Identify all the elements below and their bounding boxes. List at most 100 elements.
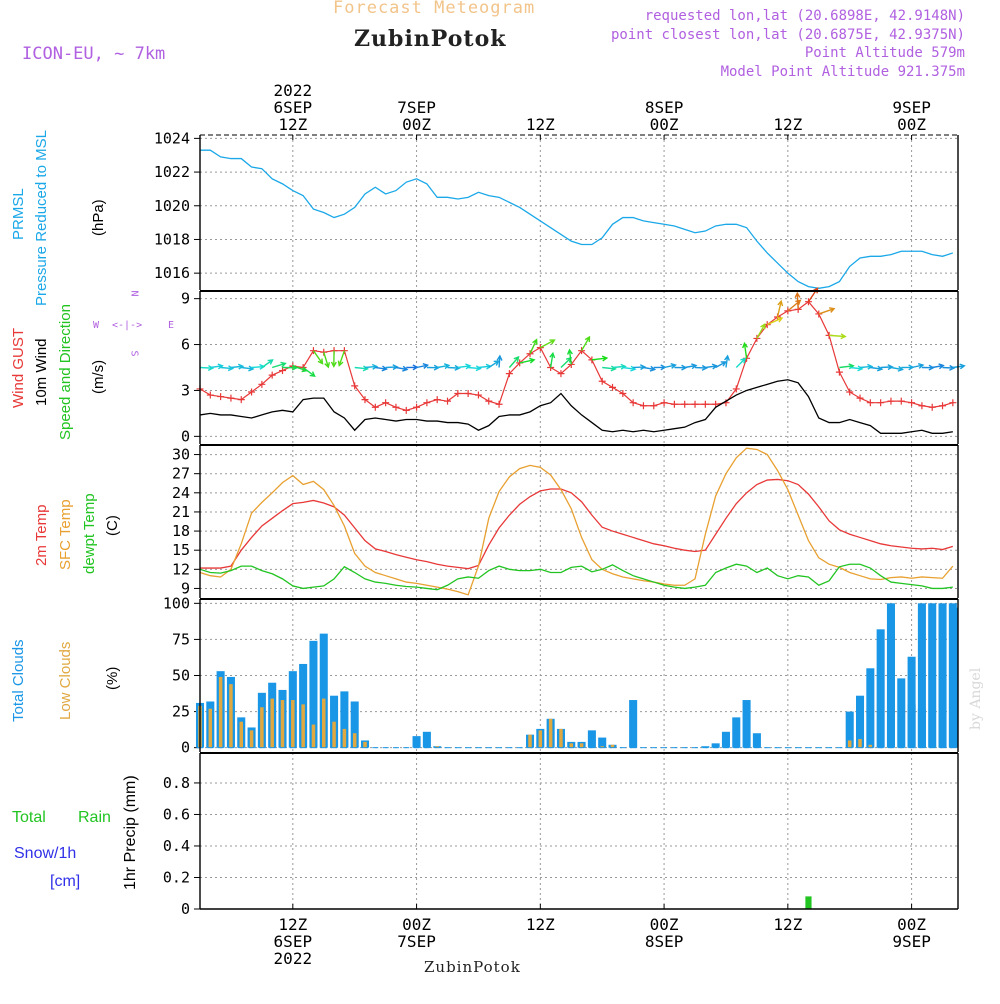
bottom-time-label: 9SEP — [892, 932, 931, 951]
temp-ytick-label: 9 — [181, 579, 190, 597]
snow-unit-label: [cm] — [50, 873, 81, 890]
wind-direction-arrow — [870, 365, 884, 372]
wind-unit: (m/s) — [90, 359, 107, 394]
wind-direction-arrow — [302, 366, 316, 378]
wind-gust-marker — [939, 402, 947, 410]
wind-direction-arrow — [375, 365, 388, 372]
total-cloud-bar — [938, 603, 947, 748]
wind-direction-arrow — [890, 365, 904, 372]
low-cloud-bar — [579, 743, 584, 748]
total-cloud-bar — [350, 701, 359, 748]
top-time-label: 9SEP — [892, 98, 931, 117]
wind-direction-arrow — [230, 363, 245, 370]
wind-direction-arrow — [323, 351, 331, 369]
wind-direction-arrow — [416, 363, 430, 369]
precip-ytick-label: 0.4 — [163, 837, 190, 855]
low-cloud-bar — [291, 700, 295, 748]
wind-gust-label: Wind GUST — [10, 327, 27, 408]
closest-coords: point closest lon,lat (20.6875E, 42.9375… — [610, 27, 965, 43]
total-cloud-bar — [598, 737, 607, 748]
wind-direction-arrow — [674, 364, 688, 371]
temp-ytick-label: 27 — [172, 465, 190, 483]
wind-direction-arrow — [364, 363, 379, 370]
temp-unit: (C) — [104, 515, 121, 536]
pressure-ytick-label: 1024 — [154, 129, 190, 147]
wind-gust-marker — [598, 377, 606, 385]
wind-gust-marker — [309, 347, 317, 355]
wind-direction-arrow — [488, 360, 500, 369]
total-cloud-bar — [845, 711, 854, 748]
top-time-label: 00Z — [650, 115, 679, 134]
wind-gust-marker — [835, 368, 843, 376]
low-cloud-bar — [868, 744, 873, 748]
wind-direction-arrow — [591, 355, 609, 362]
bottom-time-label: 12Z — [773, 915, 802, 934]
wind-direction-arrow — [312, 350, 324, 365]
total-cloud-bar — [917, 603, 926, 748]
wind-direction-arrow — [653, 364, 667, 371]
wind-gust-marker — [474, 391, 482, 399]
clouds-ytick-label: 50 — [172, 667, 190, 685]
total-cloud-bar — [711, 743, 720, 748]
temp-sfc-line — [199, 447, 954, 596]
wind-direction-arrow — [921, 364, 935, 371]
wind-ytick-label: 6 — [181, 336, 190, 354]
dewpt-line — [199, 563, 953, 591]
wind-direction-arrow — [705, 363, 719, 370]
wind-gust-marker — [371, 403, 379, 411]
wind-gust-marker — [248, 388, 256, 396]
wind-gust-marker — [887, 397, 895, 405]
low-cloud-bar — [538, 730, 543, 748]
wind-gust-marker — [856, 394, 864, 402]
wind-direction-arrow — [580, 335, 591, 352]
wind-direction-arrow — [406, 364, 419, 371]
top-time-label: 2022 — [274, 81, 313, 100]
low-cloud-bar — [249, 730, 254, 748]
wind-direction-arrow — [724, 354, 730, 368]
bottom-time-label: 12Z — [526, 915, 555, 934]
clouds-unit: (%) — [104, 666, 121, 690]
wind-direction-arrow — [539, 339, 556, 349]
model-name: ICON-EU, ~ 7km — [22, 44, 166, 64]
wind-gust-line — [199, 300, 954, 411]
wind-gust-marker — [578, 347, 586, 355]
top-time-label: 12Z — [773, 115, 802, 134]
wind-gust-marker — [382, 399, 390, 407]
wind-direction-arrow — [447, 364, 461, 371]
precip-axis-label: 1hr Precip (mm) — [122, 775, 139, 890]
wind-gust-marker — [629, 399, 637, 407]
low-cloud-bar — [239, 721, 244, 748]
low-cloud-bar — [528, 734, 532, 748]
low-cloud-bar — [569, 743, 574, 748]
low-cloud-bar — [352, 733, 357, 748]
bottom-time-label: 8SEP — [645, 932, 684, 951]
total-cloud-bar — [721, 731, 730, 748]
wind-gust-marker — [918, 402, 926, 410]
wind-gust-marker — [670, 400, 678, 408]
wind-direction-arrow — [715, 361, 727, 369]
bottom-time-label: 00Z — [650, 915, 679, 934]
wind-direction-arrow — [337, 350, 346, 367]
wind-direction-arrow — [766, 316, 784, 326]
low-cloud-bar — [332, 721, 336, 748]
wind-direction-arrow — [663, 362, 677, 369]
total-cloud-bar — [742, 700, 751, 748]
low-clouds-label: Low Clouds — [57, 641, 74, 720]
wind-direction-arrow — [426, 364, 440, 371]
total-clouds-label: Total Clouds — [10, 639, 27, 722]
wind-direction-arrow — [735, 357, 747, 368]
wind-direction-arrow — [508, 355, 520, 368]
wind-gust-marker — [258, 380, 266, 388]
temp-ytick-label: 21 — [172, 503, 190, 521]
low-cloud-bar — [311, 724, 316, 748]
precip-ytick-label: 0.6 — [163, 805, 190, 823]
wind-ytick-label: 0 — [181, 427, 190, 445]
wind-gust-marker — [402, 406, 410, 414]
wind-direction-arrow — [911, 362, 925, 369]
temp-2m-label: 2m Temp — [33, 504, 50, 566]
wind-gust-marker — [268, 371, 276, 379]
total-cloud-bar — [309, 640, 318, 748]
total-cloud-bar — [752, 733, 761, 748]
wind-direction-arrow — [612, 363, 627, 370]
